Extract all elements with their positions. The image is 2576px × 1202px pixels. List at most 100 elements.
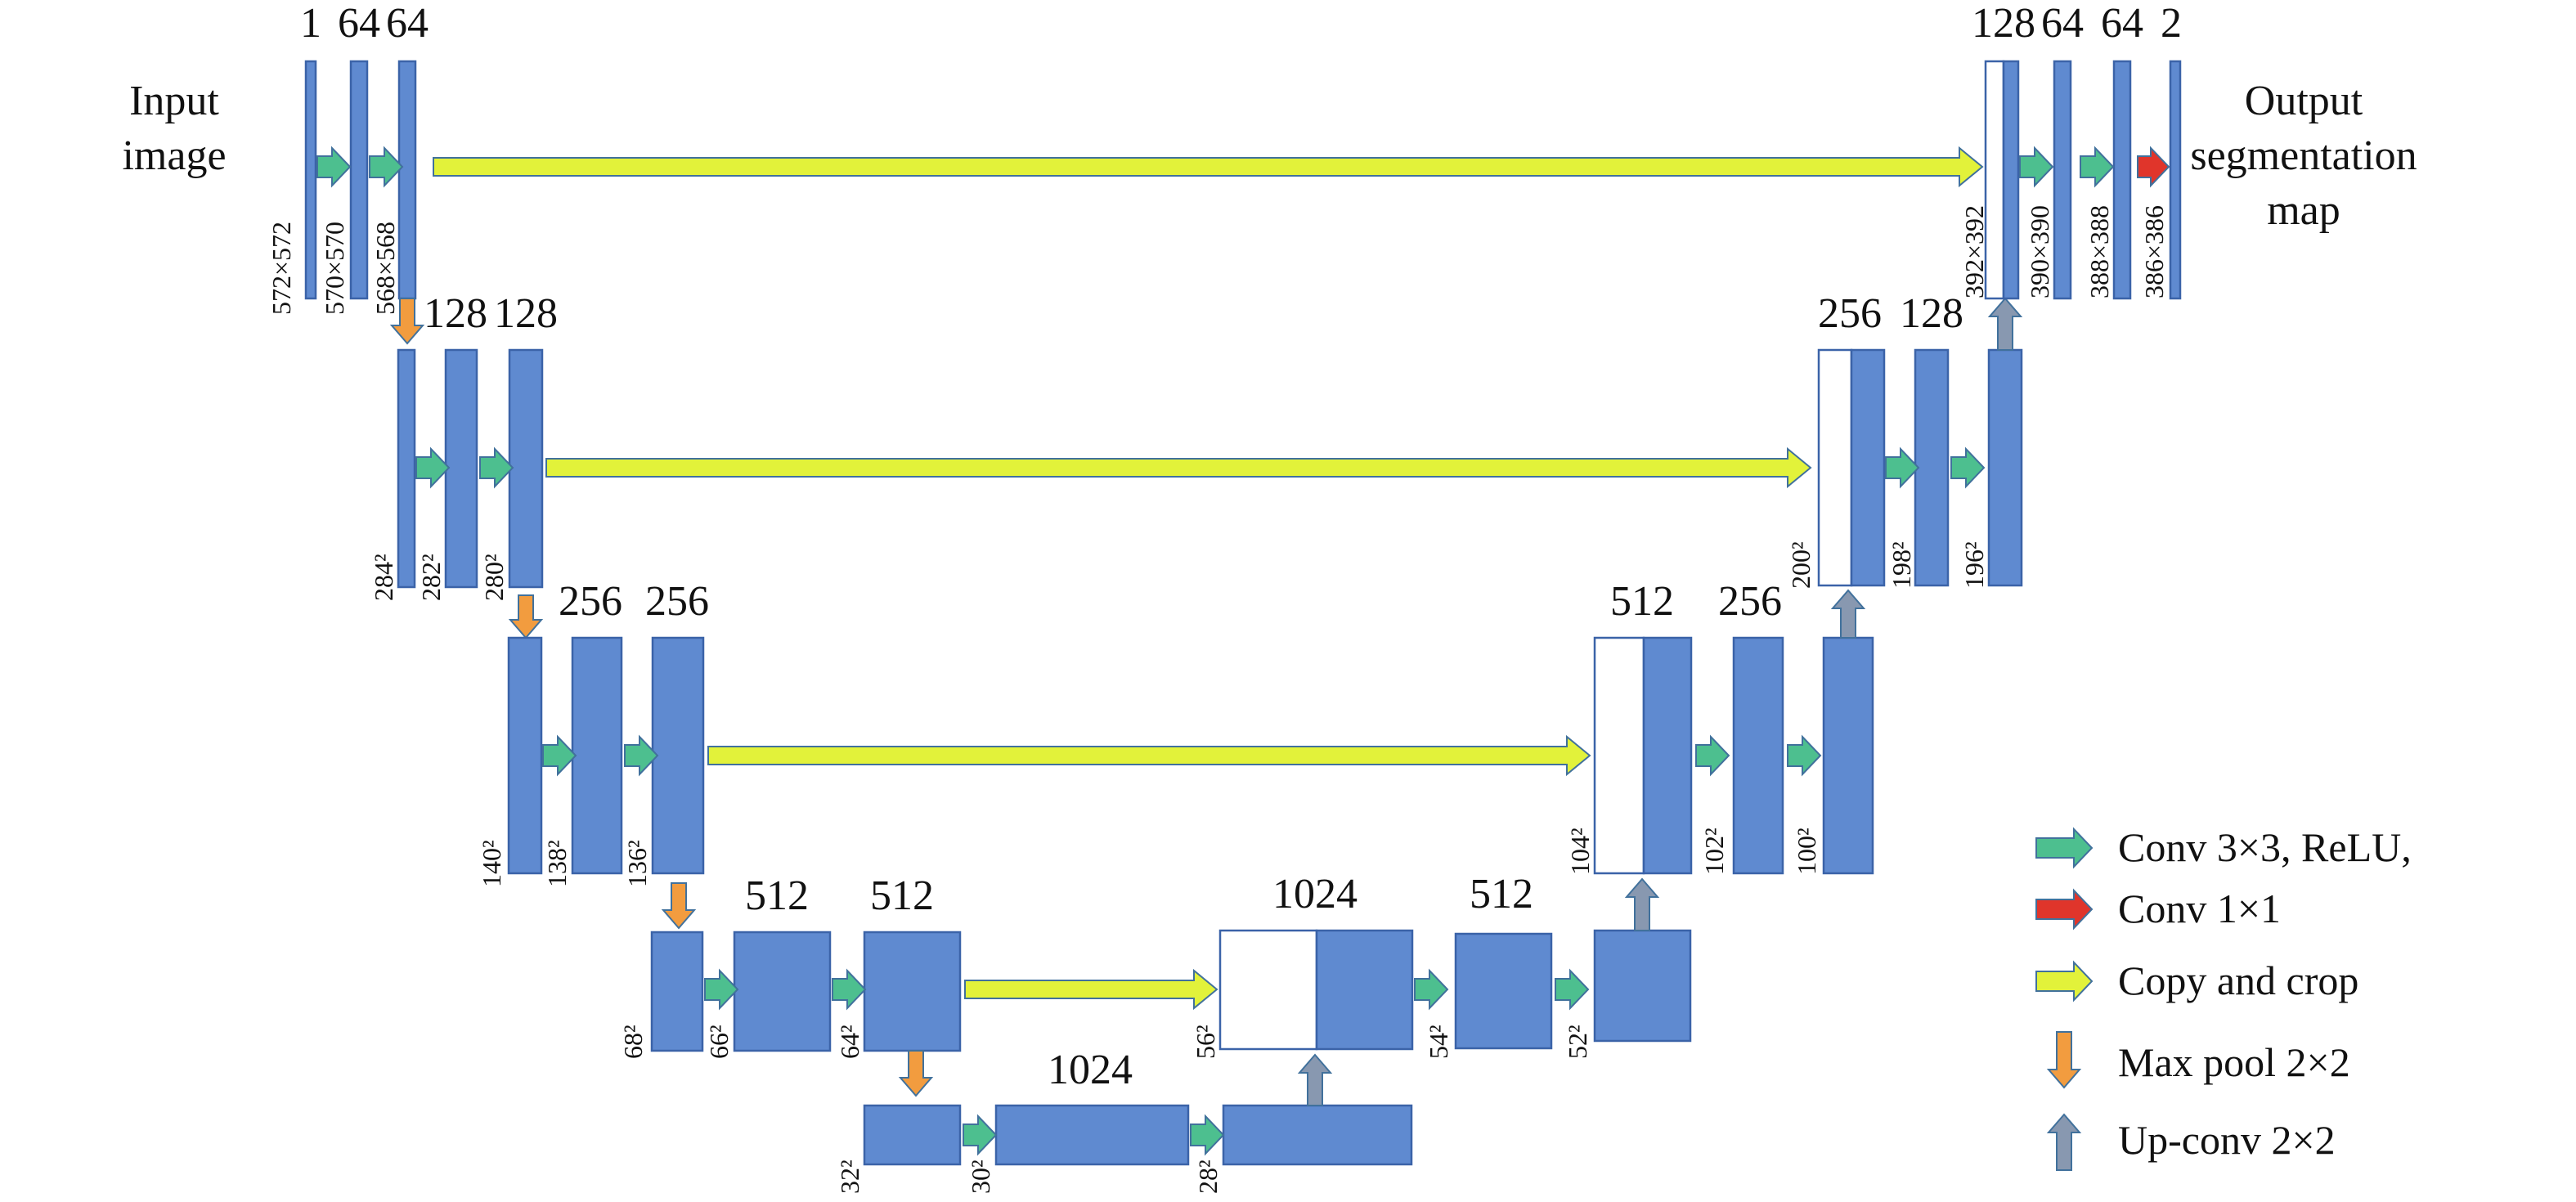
channel-label: 256 [1818, 290, 1882, 337]
feature-map-block [863, 1104, 962, 1166]
channel-label: 64 [2101, 0, 2143, 47]
dimension-label: 284² [369, 554, 398, 601]
legend-label: Up-conv 2×2 [2118, 1117, 2336, 1163]
dimension-label: 30² [966, 1159, 995, 1194]
upconv-arrow [1297, 1053, 1333, 1106]
legend-conv-icon [2035, 827, 2094, 869]
input-label-line1: Input [129, 78, 219, 124]
maxpool-arrow [898, 1050, 934, 1097]
dimension-label: 196² [1959, 541, 1989, 589]
copy-crop-arrow [964, 968, 1218, 1011]
legend-label: Max pool 2×2 [2118, 1039, 2350, 1085]
feature-map-block [1454, 932, 1553, 1050]
dimension-label: 392×392 [1959, 205, 1989, 298]
conv-arrow [1555, 968, 1590, 1011]
copy-crop-arrow [433, 146, 1984, 188]
feature-map-block [1315, 929, 1414, 1051]
legend-upconv-icon [2046, 1113, 2082, 1171]
channel-label: 256 [559, 578, 622, 625]
dimension-label: 136² [622, 840, 652, 887]
dimension-label: 32² [835, 1159, 864, 1194]
dimension-label: 388×388 [2085, 205, 2114, 298]
dimension-label: 52² [1563, 1025, 1592, 1059]
skip-copy-block [1593, 636, 1645, 875]
feature-map-block [507, 636, 543, 875]
feature-map-block [1732, 636, 1784, 875]
feature-map-block [444, 348, 478, 589]
feature-map-block [1987, 348, 2023, 587]
dimension-label: 102² [1699, 827, 1729, 875]
conv-arrow [704, 968, 739, 1011]
legend-label: Conv 1×1 [2118, 886, 2281, 931]
feature-map-block [349, 60, 369, 300]
maxpool-arrow [661, 882, 697, 930]
dimension-label: 280² [479, 554, 509, 601]
feature-map-block [397, 348, 416, 589]
conv-arrow [624, 734, 659, 777]
conv-arrow [2080, 146, 2115, 188]
copy-crop-arrow [545, 446, 1812, 489]
feature-map-block [1593, 929, 1692, 1043]
channel-label: 1024 [1048, 1047, 1133, 1093]
feature-map-block [863, 931, 962, 1052]
conv-arrow [542, 734, 577, 777]
dimension-label: 54² [1424, 1025, 1453, 1059]
input-label-line2: image [122, 132, 226, 179]
channel-label: 512 [1610, 578, 1674, 625]
feature-map-block [508, 348, 544, 589]
channel-label: 128 [424, 290, 487, 337]
conv-arrow [1190, 1114, 1225, 1156]
channel-label: 64 [2041, 0, 2084, 47]
channel-label: 256 [645, 578, 709, 625]
conv-arrow [832, 968, 867, 1011]
upconv-arrow [1987, 297, 2023, 351]
conv-arrow [369, 146, 404, 188]
channel-label: 512 [745, 872, 809, 919]
conv-arrow [1885, 446, 1920, 489]
dimension-label: 200² [1786, 541, 1815, 589]
dimension-label: 138² [542, 840, 572, 887]
channel-label: 2 [2161, 0, 2182, 47]
feature-map-block [1850, 348, 1886, 587]
dimension-label: 198² [1887, 541, 1916, 589]
feature-map-block [2053, 60, 2072, 300]
channel-label: 1024 [1272, 871, 1358, 917]
channel-label: 128 [494, 290, 558, 337]
legend-label: Copy and crop [2118, 958, 2358, 1003]
conv-arrow [963, 1114, 998, 1156]
channel-label: 256 [1718, 578, 1782, 625]
feature-map-block [2169, 60, 2182, 300]
feature-map-block [571, 636, 623, 875]
conv-arrow [316, 146, 352, 188]
legend-maxpool-icon [2046, 1031, 2082, 1089]
feature-map-block [1822, 636, 1874, 875]
dimension-label: 572×572 [267, 222, 296, 315]
feature-map-block [650, 931, 704, 1052]
feature-map-block [733, 931, 832, 1052]
feature-map-block [651, 636, 705, 875]
feature-map-block [1642, 636, 1693, 875]
dimension-label: 386×386 [2139, 205, 2169, 298]
channel-label: 64 [338, 0, 380, 47]
dimension-label: 28² [1193, 1159, 1223, 1194]
copy-crop-arrow [707, 734, 1591, 777]
dimension-label: 390×390 [2025, 205, 2054, 298]
feature-map-block [994, 1104, 1190, 1166]
channel-label: 512 [1470, 871, 1533, 917]
dimension-label: 282² [416, 554, 446, 601]
output-label-line1: Output [2245, 78, 2363, 124]
feature-map-block [2112, 60, 2132, 300]
output-label-line3: map [2267, 187, 2340, 234]
dimension-label: 568×568 [370, 222, 400, 315]
conv1x1-arrow [2137, 146, 2170, 188]
conv-arrow [1414, 968, 1449, 1011]
dimension-label: 140² [477, 840, 506, 887]
skip-copy-block [1817, 348, 1853, 587]
feature-map-block [2002, 60, 2020, 300]
conv-arrow [1950, 446, 1986, 489]
channel-label: 1 [300, 0, 321, 47]
upconv-arrow [1624, 877, 1660, 931]
legend-conv1x1-icon [2035, 888, 2094, 931]
legend-label: Conv 3×3, ReLU, [2118, 824, 2412, 870]
